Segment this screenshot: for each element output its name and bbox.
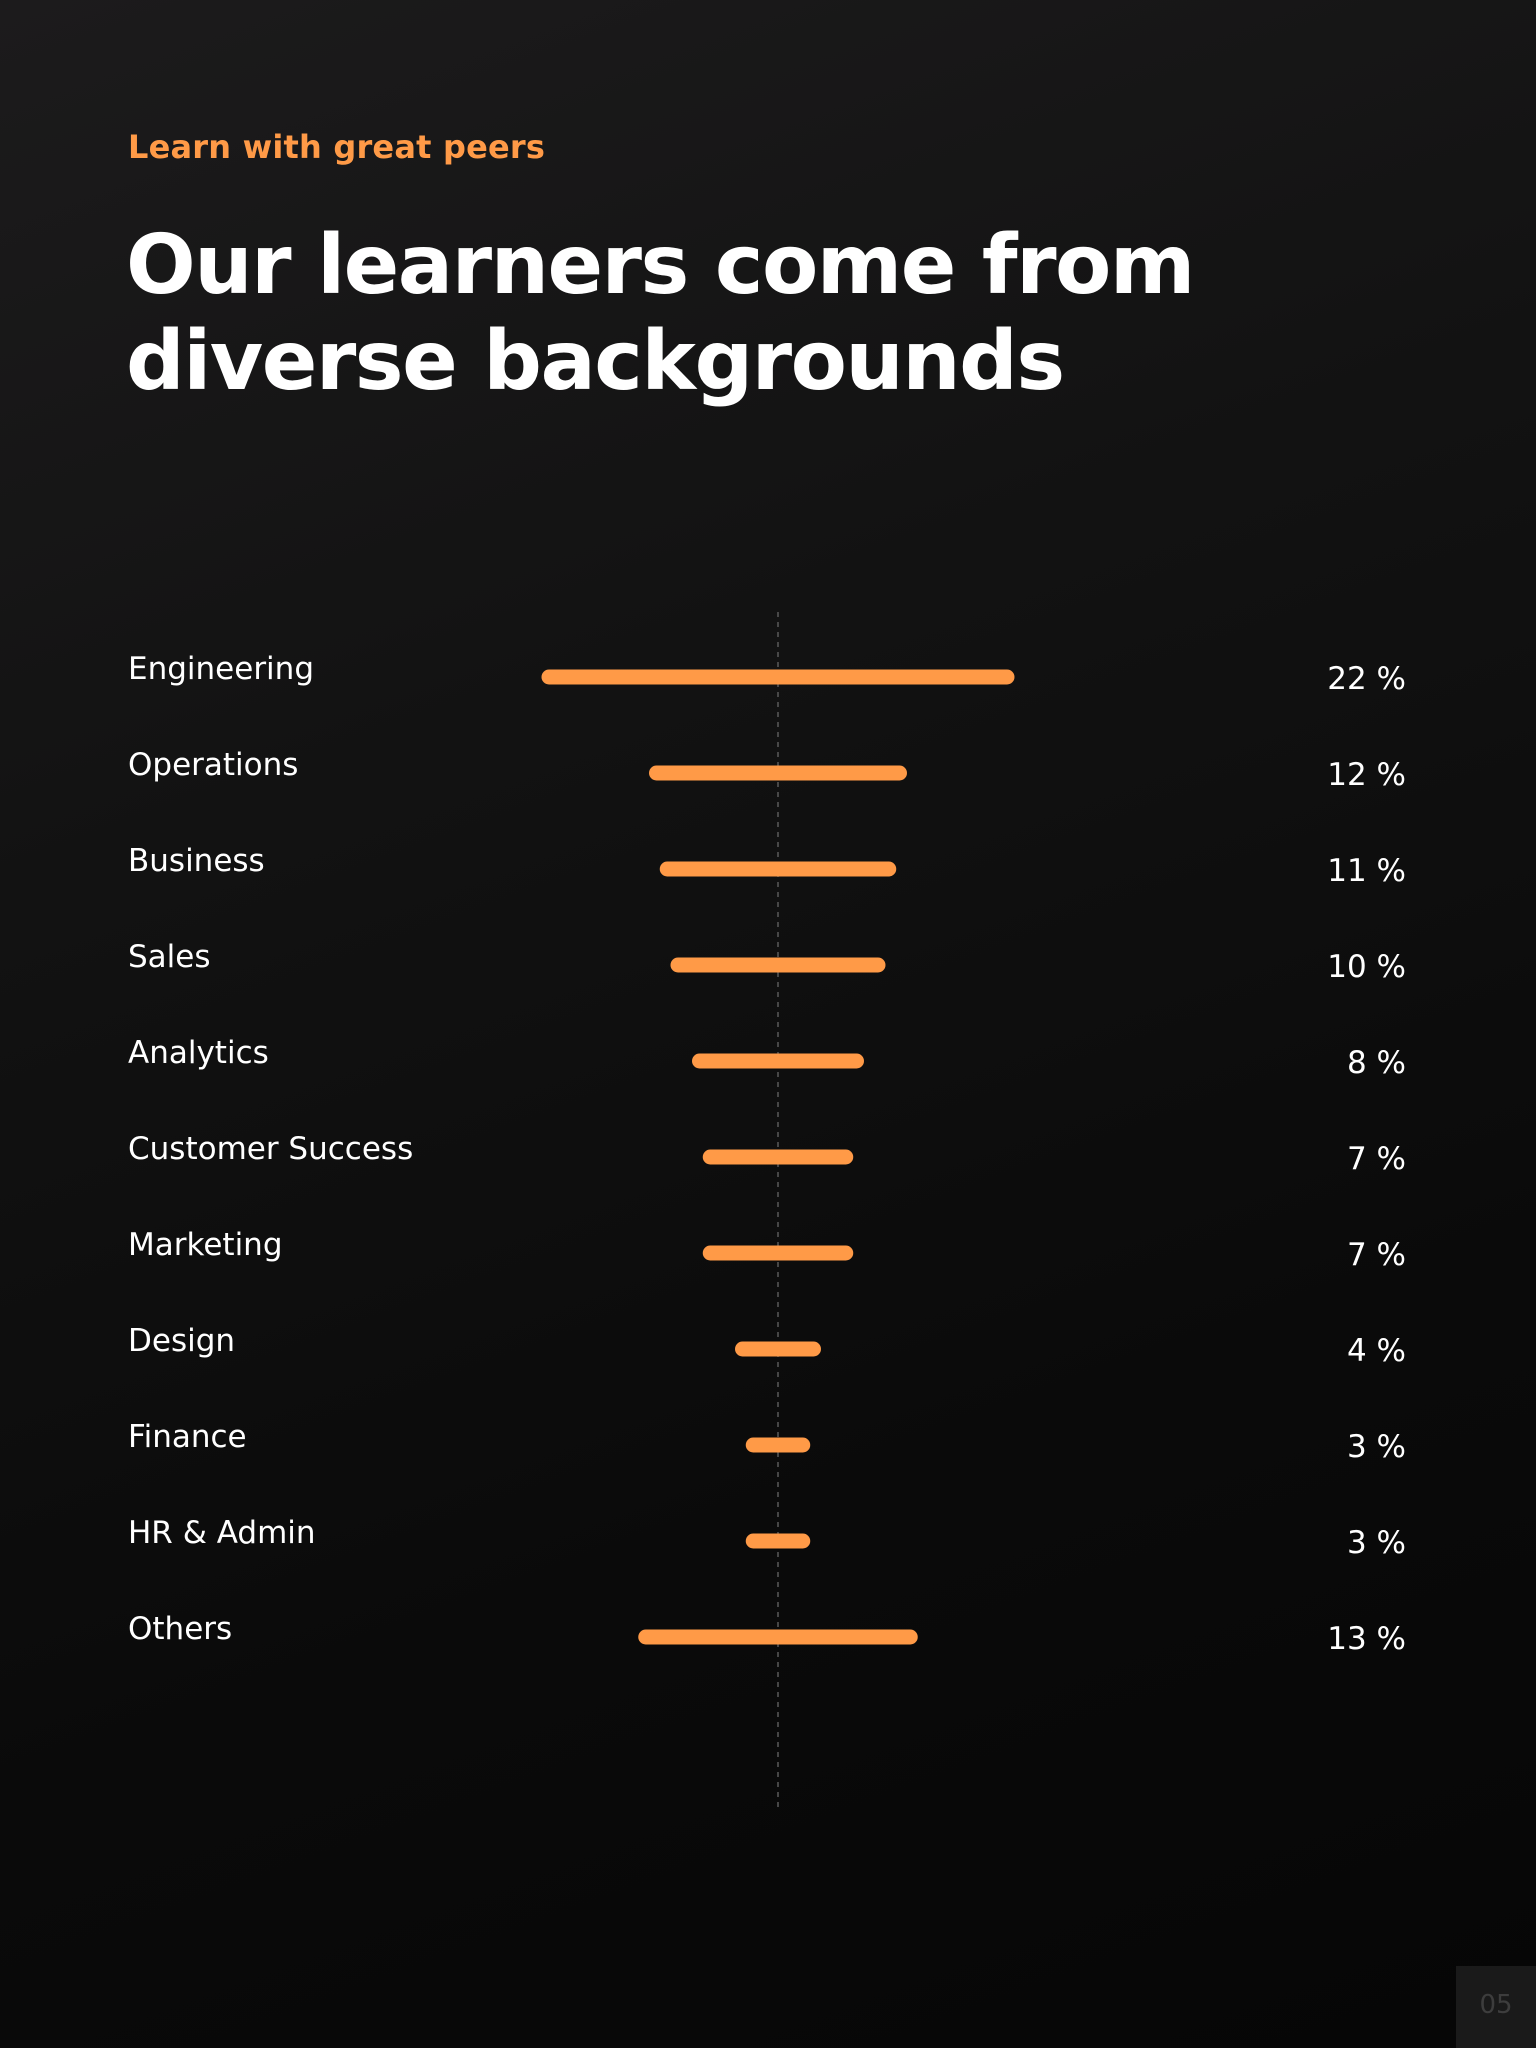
value-label: 8 % (1347, 1045, 1406, 1081)
category-label: Operations (128, 747, 298, 783)
value-label: 11 % (1327, 853, 1406, 889)
value-label: 7 % (1347, 1237, 1406, 1273)
value-label: 3 % (1347, 1525, 1406, 1561)
value-label: 22 % (1327, 661, 1406, 697)
page-number-box: 05 (1456, 1966, 1536, 2048)
value-label: 4 % (1347, 1333, 1406, 1369)
category-label: Business (128, 843, 265, 879)
title-line-2: diverse backgrounds (126, 314, 1065, 409)
category-label: Analytics (128, 1035, 269, 1071)
category-label: Sales (128, 939, 211, 975)
value-label: 12 % (1327, 757, 1406, 793)
category-label: Finance (128, 1419, 247, 1455)
category-label: HR & Admin (128, 1515, 316, 1551)
category-label: Engineering (128, 651, 314, 687)
value-label: 3 % (1347, 1429, 1406, 1465)
page-title: Our learners come from diverse backgroun… (126, 218, 1326, 410)
category-label: Others (128, 1611, 232, 1647)
eyebrow-label: Learn with great peers (128, 128, 546, 166)
category-label: Design (128, 1323, 235, 1359)
value-label: 10 % (1327, 949, 1406, 985)
title-line-1: Our learners come from (126, 218, 1195, 313)
category-label: Marketing (128, 1227, 283, 1263)
value-label: 13 % (1327, 1621, 1406, 1657)
category-label: Customer Success (128, 1131, 413, 1167)
value-label: 7 % (1347, 1141, 1406, 1177)
page-number: 05 (1479, 1990, 1513, 2020)
